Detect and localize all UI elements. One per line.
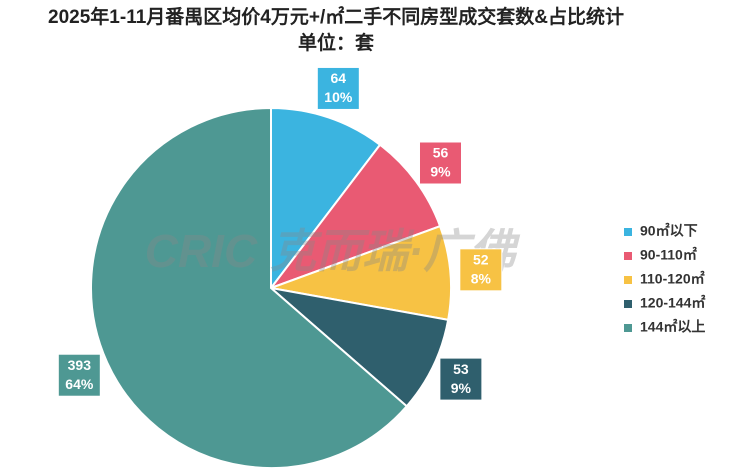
percent-label: 64%: [65, 376, 94, 392]
legend: 90㎡以下 90-110㎡ 110-120㎡ 120-144㎡ 144㎡以上: [624, 223, 705, 335]
legend-swatch: [624, 252, 632, 260]
legend-swatch: [624, 276, 632, 284]
value-label: 53: [453, 361, 469, 377]
legend-label: 90-110㎡: [640, 247, 697, 263]
legend-swatch: [624, 228, 632, 236]
value-label: 64: [331, 70, 347, 86]
pie-slice: [267, 224, 452, 322]
chart-subtitle: 单位：套: [298, 31, 375, 54]
percent-label: 8%: [471, 271, 492, 287]
pie-slice: [268, 143, 442, 291]
label-box: [459, 248, 503, 292]
label-box: [316, 66, 360, 110]
watermark: CRIC 克而瑞·广佛: [145, 225, 522, 277]
pie-slice: [90, 106, 409, 469]
label-box: [439, 357, 483, 401]
chart-title: 2025年1-11月番禺区均价4万元+/㎡二手不同房型成交套数&占比统计: [48, 5, 624, 28]
legend-swatch: [624, 324, 632, 332]
value-label: 52: [473, 252, 489, 268]
percent-label: 9%: [451, 380, 472, 396]
legend-swatch: [624, 300, 632, 308]
legend-label: 90㎡以下: [640, 223, 698, 239]
legend-label: 110-120㎡: [640, 271, 705, 287]
legend-label: 144㎡以上: [640, 319, 705, 335]
pie: [90, 106, 452, 469]
pie-slice: [267, 286, 450, 408]
legend-label: 120-144㎡: [640, 295, 705, 311]
value-label: 56: [433, 145, 449, 161]
label-box: [57, 353, 101, 397]
pie-slice: [270, 106, 382, 291]
value-label: 393: [68, 357, 92, 373]
label-box: [418, 141, 462, 185]
percent-label: 10%: [324, 89, 353, 105]
labels: 64 10% 56 9% 52 8% 53 9% 393 64%: [57, 66, 503, 401]
percent-label: 9%: [430, 164, 451, 180]
